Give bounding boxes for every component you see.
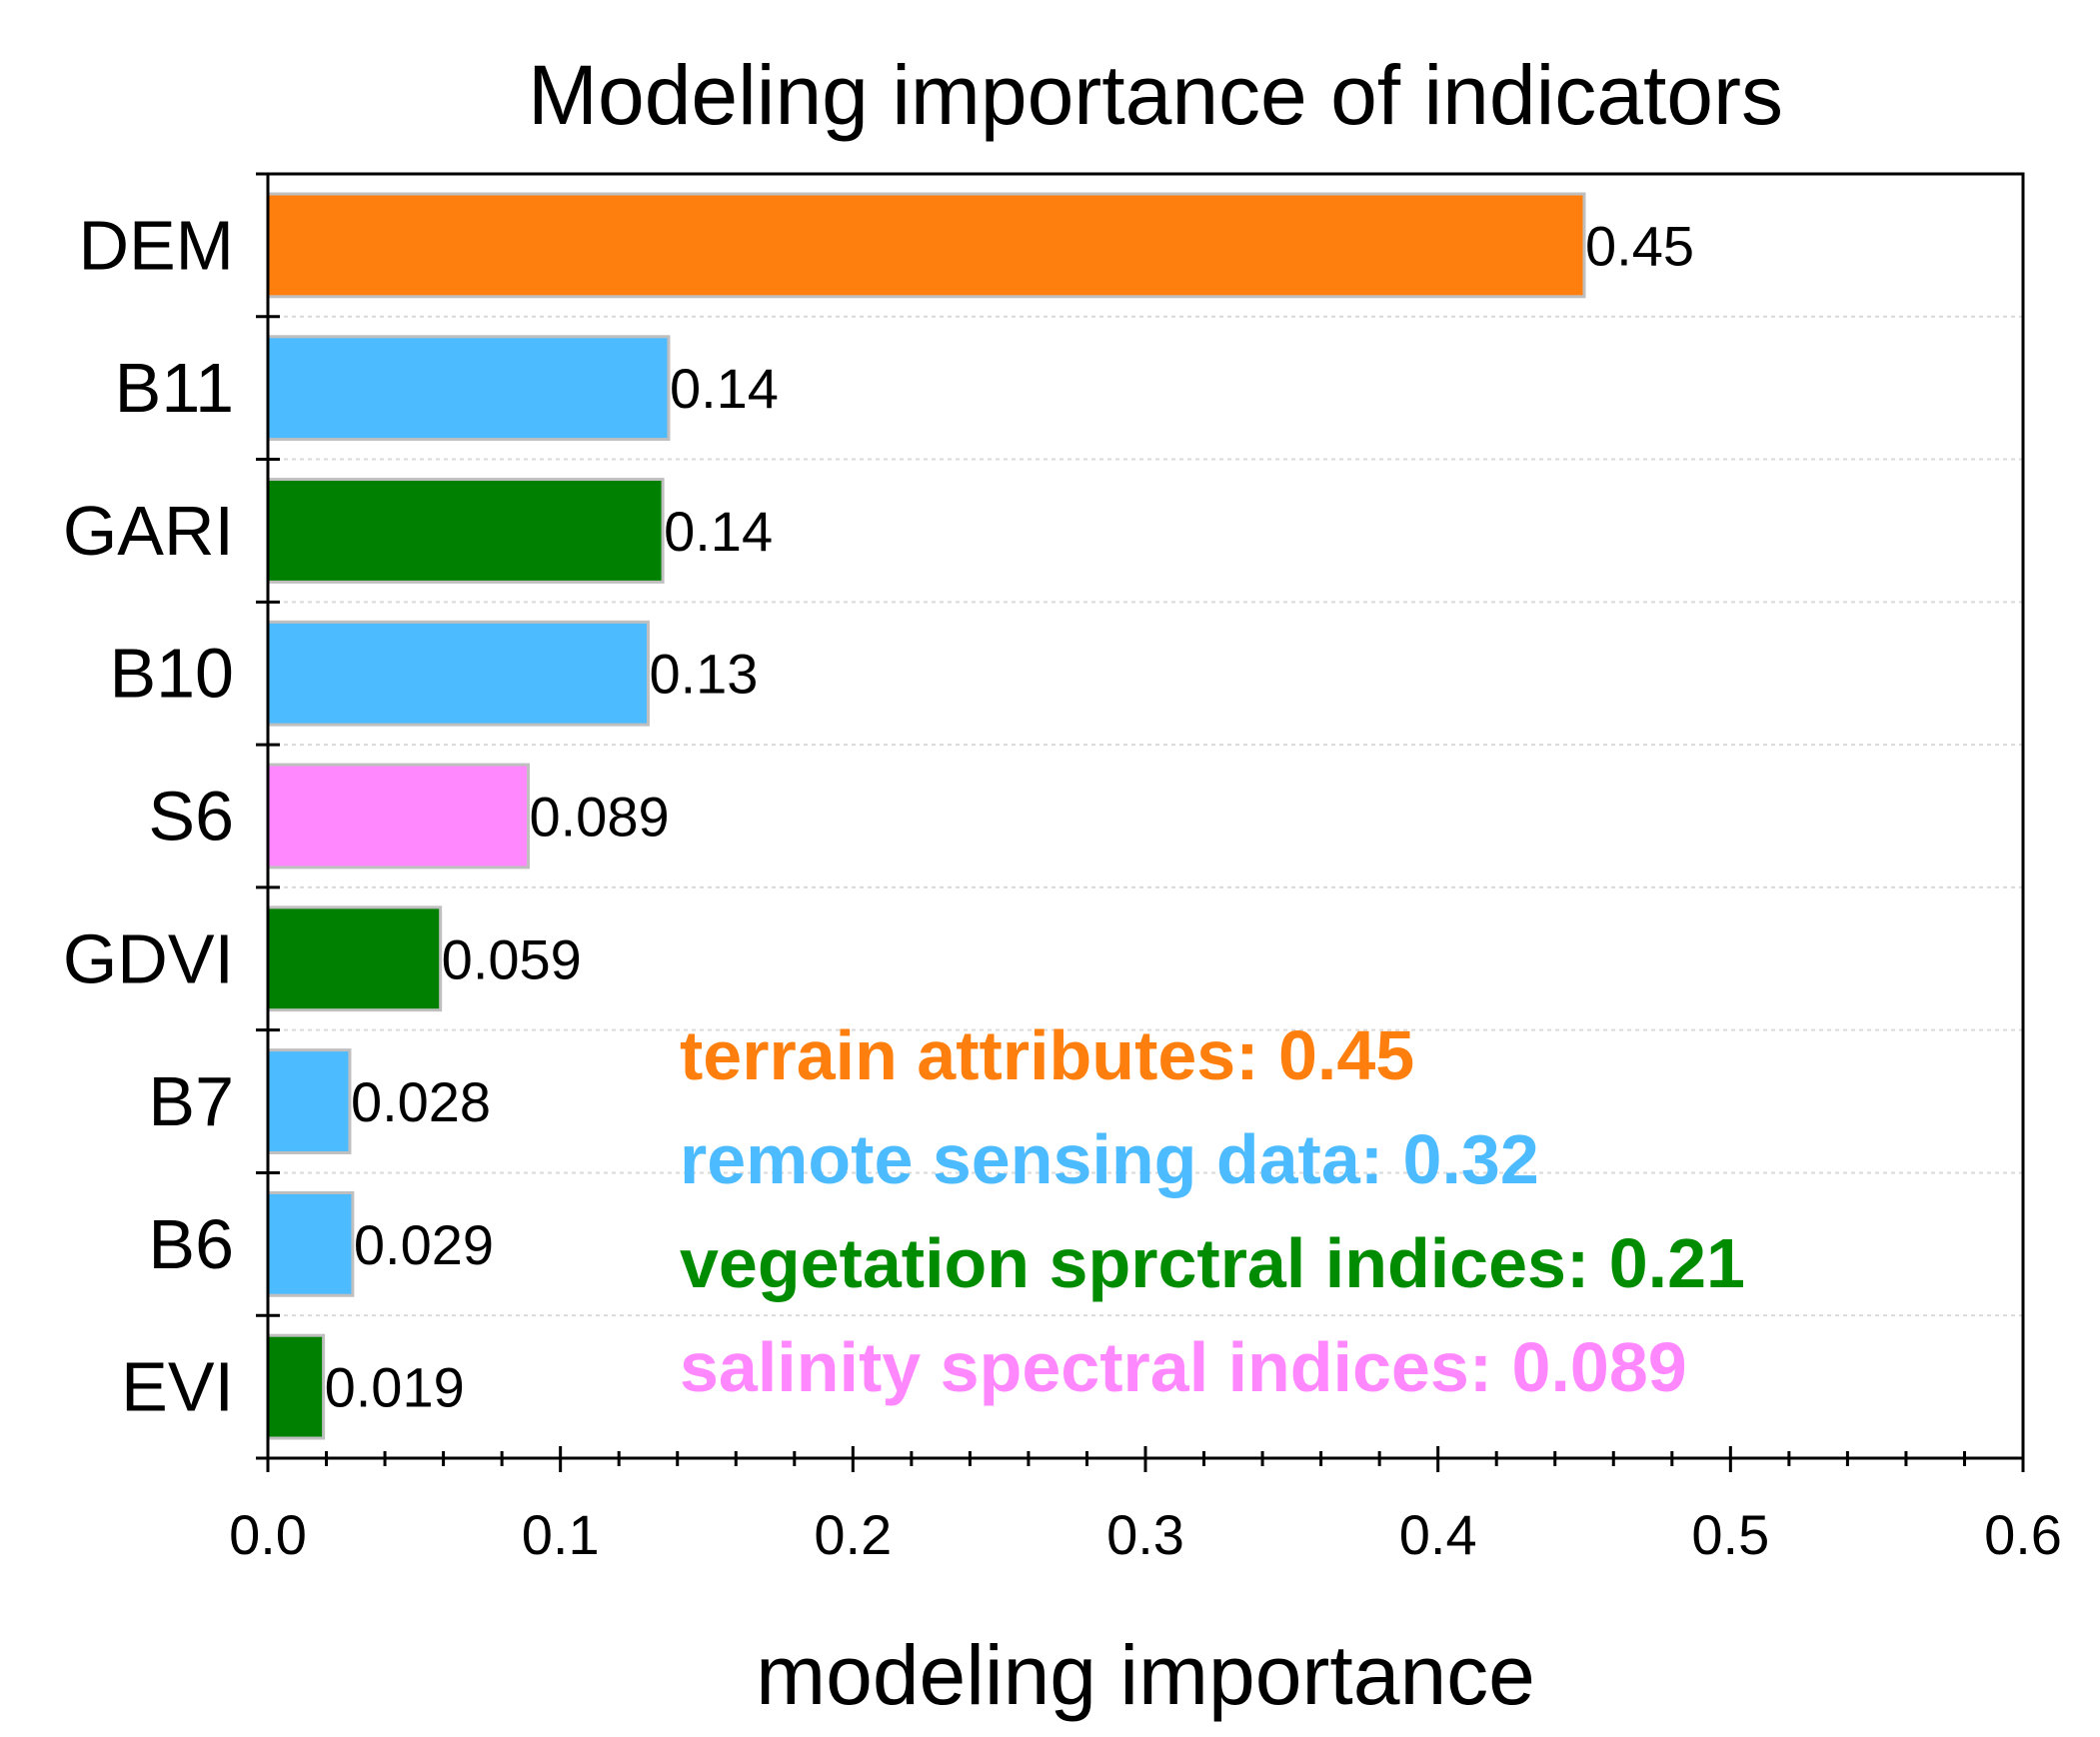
bar-b11 xyxy=(266,335,671,442)
legend: terrain attributes: 0.45 remote sensing d… xyxy=(680,1016,1745,1406)
value-label: 0.45 xyxy=(1585,214,1694,277)
category-label: S6 xyxy=(148,778,234,856)
bar-b10 xyxy=(266,620,650,727)
value-label: 0.089 xyxy=(529,786,669,849)
legend-item: salinity spectral indices: 0.089 xyxy=(680,1328,1687,1406)
bar-evi xyxy=(266,1333,326,1440)
value-label: 0.059 xyxy=(442,927,582,990)
x-axis-label: modeling importance xyxy=(756,1628,1535,1722)
value-label: 0.028 xyxy=(351,1070,491,1133)
bars xyxy=(266,192,1586,1440)
value-label: 0.14 xyxy=(670,357,779,420)
category-labels: DEM B11 GARI B10 S6 GDVI B7 B6 EVI xyxy=(63,206,234,1425)
category-label: B7 xyxy=(148,1062,234,1140)
x-tick-label: 0.6 xyxy=(1984,1503,2062,1566)
bar-dem xyxy=(266,192,1586,299)
bar-s6 xyxy=(266,763,530,869)
category-label: GARI xyxy=(63,492,234,570)
category-label: B10 xyxy=(109,635,234,713)
x-tick-label: 0.4 xyxy=(1399,1503,1477,1566)
value-labels: 0.45 0.14 0.14 0.13 0.089 0.059 0.028 0.029 0.01… xyxy=(325,214,1694,1418)
legend-item: vegetation sprctral indices: 0.21 xyxy=(680,1224,1745,1302)
x-tick-label: 0.5 xyxy=(1691,1503,1769,1566)
value-label: 0.14 xyxy=(664,500,773,563)
category-label: B11 xyxy=(115,349,234,427)
bar-b7 xyxy=(266,1048,352,1154)
category-label: B6 xyxy=(148,1205,234,1283)
category-label: GDVI xyxy=(63,919,234,997)
x-tick-label: 0.2 xyxy=(814,1503,892,1566)
legend-item: terrain attributes: 0.45 xyxy=(680,1016,1414,1094)
bar-b6 xyxy=(266,1190,355,1297)
bar-gari xyxy=(266,478,665,584)
category-label: EVI xyxy=(121,1348,234,1426)
category-label: DEM xyxy=(78,206,234,284)
x-tick-label: 0.0 xyxy=(229,1503,307,1566)
value-label: 0.13 xyxy=(649,643,758,706)
value-label: 0.029 xyxy=(354,1213,494,1276)
axis-ticks: 0.0 0.1 0.2 0.3 0.4 0.5 0.6 xyxy=(229,172,2062,1566)
x-tick-label: 0.3 xyxy=(1106,1503,1184,1566)
x-tick-label: 0.1 xyxy=(522,1503,600,1566)
value-label: 0.019 xyxy=(325,1356,465,1419)
legend-item: remote sensing data: 0.32 xyxy=(680,1120,1539,1198)
chart-title: Modeling importance of indicators xyxy=(528,48,1783,142)
bar-gdvi xyxy=(266,905,443,1012)
